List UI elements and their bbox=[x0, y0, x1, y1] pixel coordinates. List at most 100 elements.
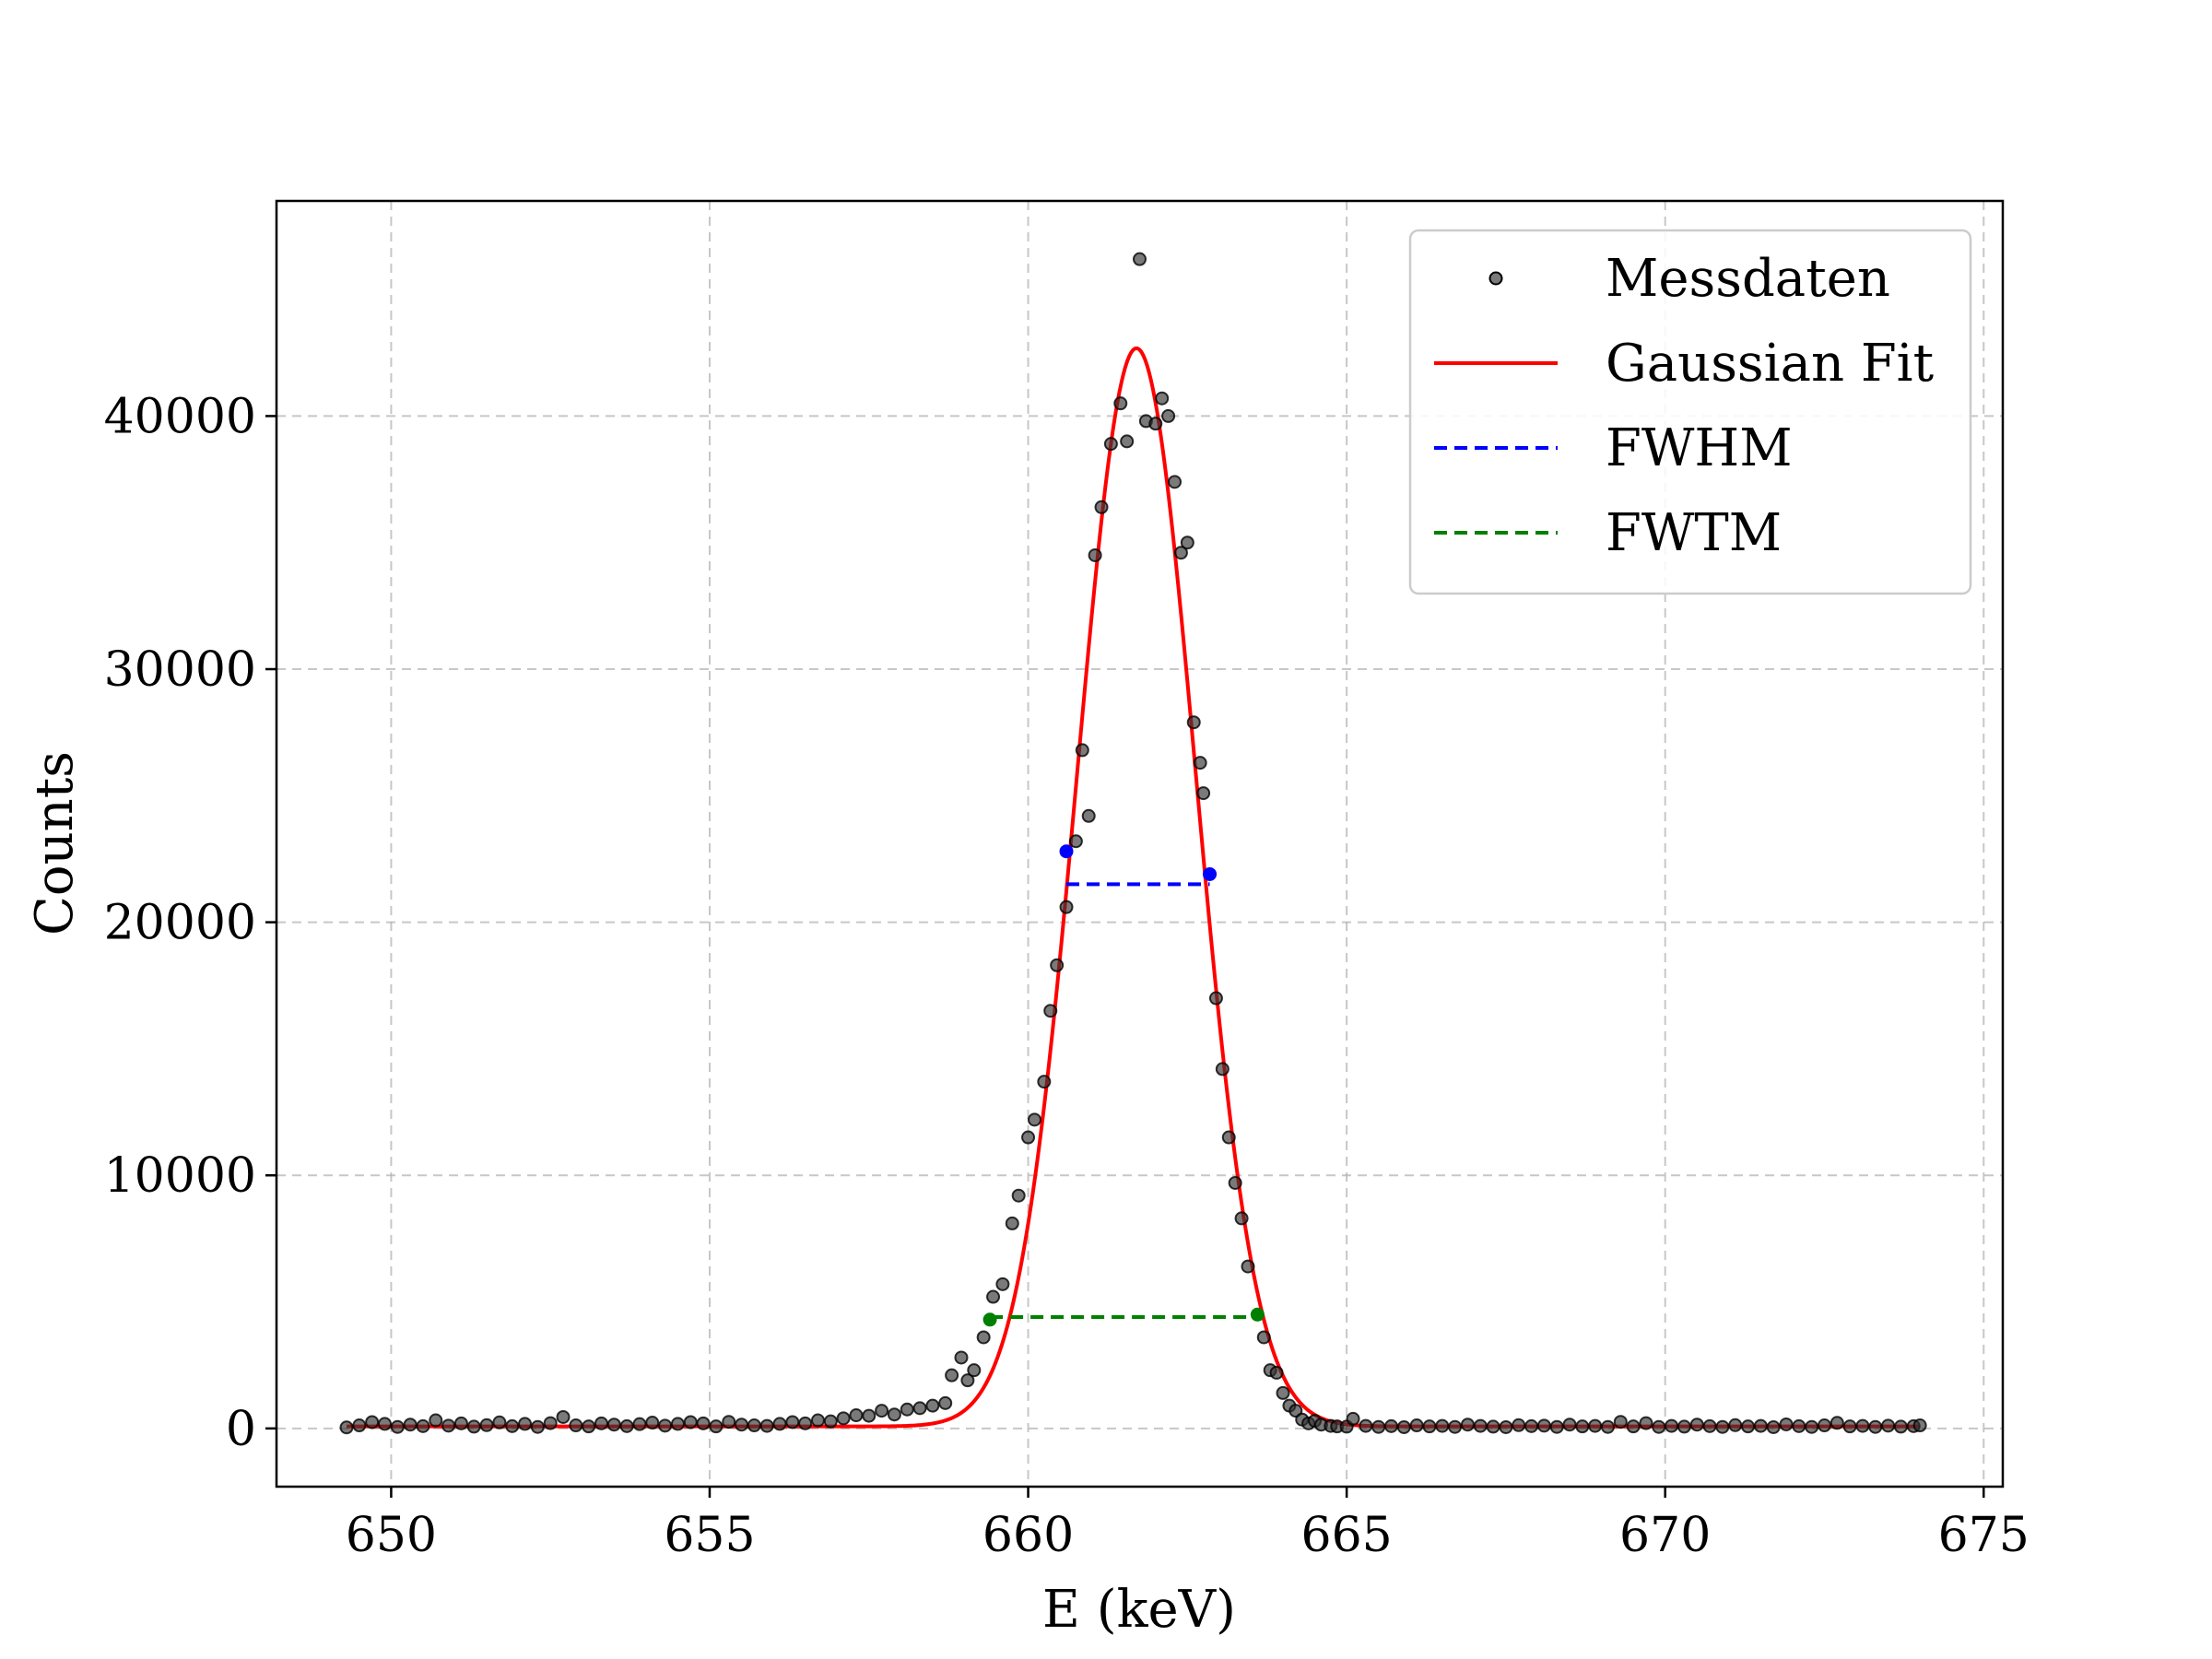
data-point bbox=[1075, 743, 1089, 758]
data-point bbox=[1133, 252, 1147, 266]
data-point bbox=[1346, 1411, 1360, 1426]
data-point bbox=[1081, 808, 1096, 823]
data-point bbox=[995, 1277, 1010, 1291]
data-point bbox=[1689, 1418, 1704, 1432]
data-point bbox=[798, 1416, 813, 1430]
fwhm-endpoint bbox=[1059, 844, 1074, 859]
data-point bbox=[1068, 834, 1083, 849]
data-point bbox=[1276, 1385, 1290, 1400]
data-point bbox=[339, 1420, 354, 1435]
data-point bbox=[1677, 1419, 1691, 1434]
legend-label: Messdaten bbox=[1606, 249, 1890, 309]
data-point bbox=[518, 1417, 533, 1431]
y-tick-label: 40000 bbox=[104, 389, 256, 444]
x-tick-label: 650 bbox=[346, 1508, 437, 1563]
data-point bbox=[1792, 1418, 1806, 1433]
fwhm-endpoint bbox=[1203, 866, 1218, 881]
data-point bbox=[619, 1418, 634, 1433]
x-tick-label: 675 bbox=[1938, 1508, 2030, 1563]
data-point bbox=[1753, 1418, 1768, 1433]
data-point bbox=[1208, 991, 1223, 1006]
data-point bbox=[1359, 1418, 1373, 1433]
data-point bbox=[1180, 535, 1194, 550]
data-point bbox=[1652, 1419, 1666, 1434]
data-point bbox=[1912, 1418, 1927, 1433]
data-point bbox=[1779, 1417, 1794, 1431]
data-point bbox=[1536, 1418, 1551, 1433]
data-point bbox=[1256, 1330, 1271, 1345]
data-point bbox=[1435, 1418, 1450, 1433]
width-markers-layer bbox=[982, 844, 1265, 1327]
data-point bbox=[722, 1415, 736, 1430]
data-point bbox=[1665, 1418, 1679, 1433]
y-tick-label: 10000 bbox=[104, 1148, 256, 1204]
data-point bbox=[1155, 391, 1170, 406]
data-point bbox=[960, 1373, 975, 1388]
data-point bbox=[403, 1418, 418, 1432]
data-point bbox=[492, 1415, 507, 1430]
data-point bbox=[466, 1419, 481, 1434]
data-point bbox=[390, 1419, 405, 1434]
data-point bbox=[1168, 475, 1182, 489]
data-point bbox=[785, 1415, 800, 1430]
data-point bbox=[1027, 1112, 1041, 1127]
data-point bbox=[1005, 1216, 1019, 1230]
y-tick-label: 20000 bbox=[104, 896, 256, 951]
data-point bbox=[1409, 1418, 1424, 1433]
x-tick-label: 665 bbox=[1300, 1508, 1392, 1563]
data-point bbox=[1059, 900, 1074, 914]
legend: Messdaten Gaussian Fit FWHM FWTM bbox=[1408, 229, 1972, 595]
data-point bbox=[1600, 1419, 1615, 1434]
data-point bbox=[875, 1404, 889, 1418]
data-point bbox=[1728, 1418, 1743, 1432]
data-point bbox=[479, 1418, 494, 1432]
data-point bbox=[505, 1418, 520, 1433]
data-point bbox=[1460, 1418, 1475, 1432]
data-point bbox=[759, 1418, 774, 1433]
plot-frame bbox=[275, 199, 2005, 1488]
data-point bbox=[1221, 1130, 1236, 1145]
data-point bbox=[1021, 1130, 1036, 1145]
data-point bbox=[1575, 1419, 1590, 1434]
data-point bbox=[1549, 1419, 1564, 1434]
data-point bbox=[352, 1418, 367, 1433]
data-point bbox=[1422, 1419, 1437, 1434]
data-point bbox=[1817, 1418, 1831, 1433]
data-point bbox=[849, 1408, 864, 1423]
data-point bbox=[1193, 756, 1207, 771]
data-point bbox=[1588, 1418, 1603, 1433]
legend-label: FWTM bbox=[1606, 503, 1782, 563]
data-point bbox=[1524, 1418, 1539, 1433]
data-point bbox=[569, 1418, 583, 1433]
data-point bbox=[1766, 1419, 1781, 1434]
y-tick-label: 0 bbox=[226, 1402, 256, 1457]
data-point bbox=[900, 1402, 914, 1417]
data-point bbox=[696, 1416, 711, 1430]
data-point bbox=[1043, 1004, 1058, 1018]
data-point bbox=[1050, 958, 1065, 972]
fwtm-endpoint bbox=[982, 1312, 997, 1327]
legend-label: Gaussian Fit bbox=[1606, 334, 1935, 394]
data-point bbox=[582, 1419, 596, 1434]
data-point bbox=[365, 1415, 380, 1430]
data-point bbox=[810, 1413, 825, 1428]
data-points-layer bbox=[339, 252, 1927, 1435]
data-point bbox=[823, 1414, 838, 1429]
grid bbox=[276, 201, 2003, 1487]
data-point bbox=[1639, 1416, 1653, 1430]
data-point bbox=[986, 1289, 1001, 1304]
data-point bbox=[1830, 1416, 1844, 1430]
data-point bbox=[606, 1418, 621, 1432]
data-point bbox=[1396, 1419, 1411, 1434]
data-point bbox=[945, 1368, 959, 1382]
data-point bbox=[1613, 1415, 1628, 1430]
data-point bbox=[594, 1416, 608, 1430]
data-point bbox=[1881, 1418, 1896, 1433]
data-point bbox=[938, 1395, 953, 1410]
data-point bbox=[632, 1417, 647, 1431]
data-point bbox=[1215, 1062, 1230, 1077]
data-point bbox=[556, 1409, 571, 1424]
data-point bbox=[1473, 1418, 1488, 1433]
data-point bbox=[1161, 408, 1176, 423]
